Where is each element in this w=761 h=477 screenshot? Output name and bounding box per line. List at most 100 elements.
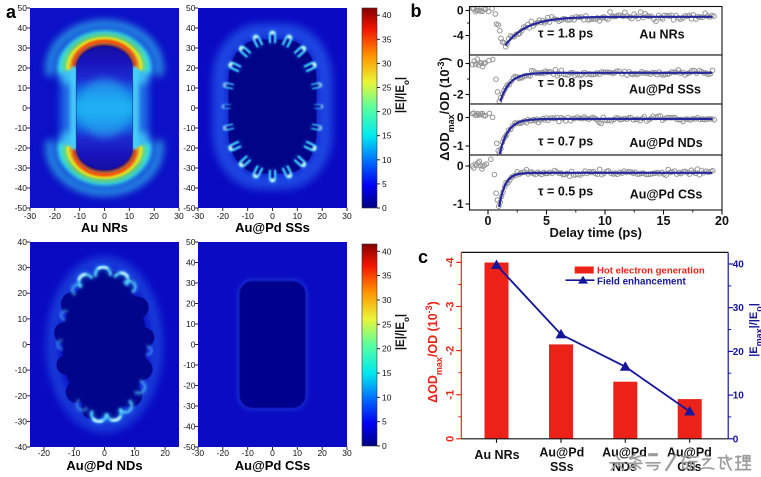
svg-text:50: 50	[186, 237, 196, 247]
svg-text:0: 0	[191, 340, 196, 350]
svg-text:0: 0	[457, 57, 464, 71]
svg-text:-2: -2	[444, 346, 456, 356]
svg-text:-10: -10	[242, 211, 255, 221]
svg-text:τ = 0.7 ps: τ = 0.7 ps	[538, 135, 593, 149]
svg-text:-20: -20	[217, 448, 230, 458]
svg-text:Au NRs: Au NRs	[639, 28, 684, 42]
svg-text:30: 30	[186, 43, 196, 53]
svg-text:-40: -40	[15, 442, 28, 452]
svg-text:10: 10	[598, 214, 612, 228]
svg-text:5: 5	[382, 417, 387, 427]
svg-text:25: 25	[382, 83, 392, 93]
svg-text:40: 40	[733, 260, 745, 271]
svg-text:0: 0	[191, 103, 196, 113]
svg-text:-10: -10	[242, 448, 255, 458]
svg-text:-50: -50	[183, 203, 196, 213]
svg-text:20: 20	[317, 211, 327, 221]
svg-text:Au@Pd: Au@Pd	[539, 446, 584, 460]
svg-text:0: 0	[485, 214, 492, 228]
svg-text:30: 30	[18, 43, 28, 53]
svg-text:40: 40	[186, 23, 196, 33]
svg-text:SSs: SSs	[550, 460, 574, 474]
svg-text:50: 50	[186, 3, 196, 13]
svg-text:5: 5	[543, 214, 550, 228]
svg-text:20: 20	[317, 448, 327, 458]
svg-text:-4: -4	[444, 257, 456, 268]
svg-text:Au@Pd SSs: Au@Pd SSs	[629, 83, 701, 97]
svg-text:15: 15	[382, 368, 392, 378]
svg-text:30: 30	[342, 211, 352, 221]
svg-text:-1: -1	[453, 139, 464, 153]
svg-text:-40: -40	[15, 183, 28, 193]
svg-text:0: 0	[22, 340, 27, 350]
svg-text:|E|/|Eo|: |E|/|Eo|	[395, 77, 411, 113]
svg-text:0: 0	[457, 159, 464, 173]
svg-text:-20: -20	[49, 211, 62, 221]
svg-text:Au@Pd CSs: Au@Pd CSs	[630, 188, 703, 202]
svg-text:5: 5	[382, 179, 387, 189]
svg-text:15: 15	[382, 131, 392, 141]
svg-text:40: 40	[382, 10, 392, 20]
svg-text:40: 40	[18, 23, 28, 33]
svg-text:c: c	[418, 247, 428, 267]
svg-text:-4: -4	[453, 29, 464, 43]
svg-text:35: 35	[382, 34, 392, 44]
svg-text:Au@Pd: Au@Pd	[602, 446, 647, 460]
svg-text:10: 10	[125, 211, 135, 221]
svg-text:20: 20	[160, 448, 170, 458]
svg-text:-10: -10	[68, 448, 81, 458]
svg-text:-30: -30	[15, 163, 28, 173]
svg-text:-1: -1	[453, 197, 464, 211]
svg-text:25: 25	[382, 319, 392, 329]
svg-text:-30: -30	[183, 401, 196, 411]
svg-text:-50: -50	[15, 203, 28, 213]
svg-text:-50: -50	[183, 442, 196, 452]
svg-text:0: 0	[457, 111, 464, 125]
svg-text:Au NRs: Au NRs	[474, 448, 519, 462]
svg-text:10: 10	[186, 83, 196, 93]
svg-text:0: 0	[102, 448, 107, 458]
svg-text:10: 10	[18, 83, 28, 93]
svg-text:-20: -20	[183, 381, 196, 391]
svg-text:10: 10	[733, 391, 745, 402]
svg-text:-30: -30	[15, 416, 28, 426]
svg-text:τ = 0.8 ps: τ = 0.8 ps	[538, 76, 593, 90]
svg-text:-10: -10	[183, 360, 196, 370]
svg-text:30: 30	[382, 295, 392, 305]
svg-text:-2: -2	[453, 88, 464, 102]
svg-text:20: 20	[18, 63, 28, 73]
svg-text:Au@Pd NDs: Au@Pd NDs	[629, 136, 702, 150]
svg-text:0: 0	[270, 448, 275, 458]
svg-text:-20: -20	[15, 143, 28, 153]
svg-text:Au@Pd NDs: Au@Pd NDs	[66, 458, 142, 473]
svg-text:20: 20	[186, 63, 196, 73]
svg-text:40: 40	[186, 258, 196, 268]
svg-text:40: 40	[382, 246, 392, 256]
svg-text:0: 0	[382, 203, 387, 213]
svg-text:0: 0	[382, 441, 387, 451]
svg-text:Au NRs: Au NRs	[81, 220, 128, 235]
svg-text:30: 30	[733, 303, 745, 314]
svg-text:40: 40	[18, 237, 28, 247]
svg-text:0: 0	[733, 434, 739, 445]
svg-text:-10: -10	[183, 123, 196, 133]
svg-text:20: 20	[149, 211, 159, 221]
svg-text:-10: -10	[74, 211, 87, 221]
svg-text:0: 0	[270, 211, 275, 221]
svg-text:-20: -20	[183, 143, 196, 153]
svg-text:0: 0	[457, 4, 464, 18]
svg-text:-30: -30	[24, 211, 37, 221]
svg-text:-3: -3	[444, 302, 456, 312]
svg-text:ΔODmax/OD (10-3): ΔODmax/OD (10-3)	[424, 301, 444, 403]
svg-text:30: 30	[186, 278, 196, 288]
svg-text:a: a	[6, 2, 17, 22]
svg-text:10: 10	[293, 211, 303, 221]
svg-text:10: 10	[293, 448, 303, 458]
svg-text:-20: -20	[217, 211, 230, 221]
svg-text:|E|/|Eo|: |E|/|Eo|	[395, 314, 411, 350]
svg-text:0: 0	[22, 103, 27, 113]
svg-text:10: 10	[382, 155, 392, 165]
svg-text:20: 20	[733, 347, 745, 358]
svg-text:Delay time (ps): Delay time (ps)	[549, 225, 641, 240]
svg-text:ΔODmax/OD (10-3): ΔODmax/OD (10-3)	[436, 57, 456, 161]
